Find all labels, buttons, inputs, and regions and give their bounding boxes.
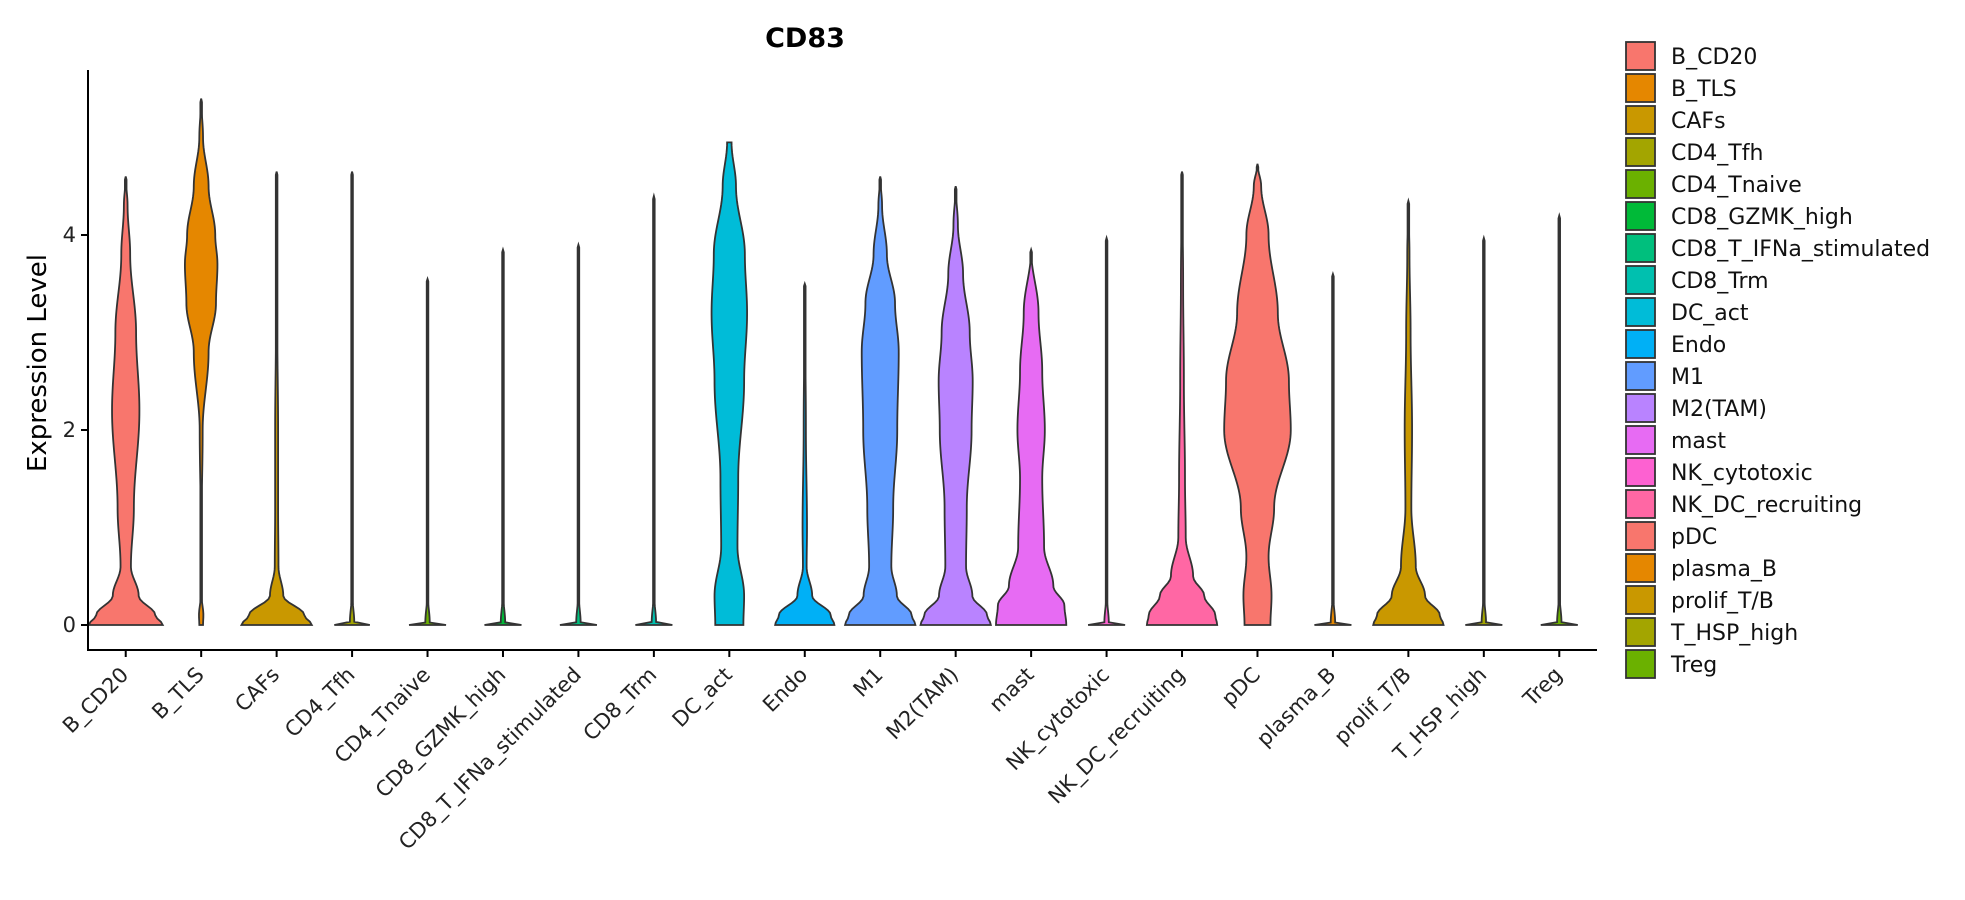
y-tick-label: 2 [63, 418, 76, 442]
legend-swatch [1625, 521, 1656, 551]
legend-swatch [1625, 169, 1656, 199]
x-tick-label: CAFs [230, 663, 284, 717]
legend-label: NK_cytotoxic [1671, 461, 1813, 486]
violin-T_HSP_high [1465, 234, 1503, 626]
legend-label: NK_DC_recruiting [1671, 493, 1862, 518]
legend-swatch [1625, 265, 1656, 295]
y-tick-label: 0 [63, 613, 76, 637]
x-tick-label: M1 [849, 663, 888, 702]
legend-swatch [1625, 233, 1656, 263]
violin-B_CD20 [87, 176, 165, 626]
violin-mast [995, 246, 1068, 626]
legend-swatch [1625, 41, 1656, 71]
legend: B_CD20 B_TLS CAFs CD4_Tfh CD4_Tnaive CD8_GZMK… [1625, 41, 1930, 679]
violin-M1 [843, 176, 917, 626]
violin-plasma_B [1314, 271, 1352, 626]
legend-swatch [1625, 137, 1656, 167]
x-tick-label: CD8_GZMK_high [371, 663, 511, 803]
violin-M2(TAM) [919, 186, 993, 626]
legend-swatch [1625, 297, 1656, 327]
x-tick-label: Treg [1518, 663, 1567, 712]
violin-Endo [774, 280, 836, 626]
legend-swatch [1625, 617, 1656, 647]
violin-CD4_Tnaive [408, 275, 447, 626]
violin-CD8_Trm [635, 192, 673, 626]
x-tick-label: B_CD20 [58, 663, 134, 739]
x-tick-label: Endo [758, 663, 812, 717]
violin-DC_act [710, 141, 748, 626]
violin-B_TLS [183, 98, 219, 626]
y-ticks: 0 2 4 [63, 223, 88, 637]
legend-label: pDC [1671, 525, 1717, 550]
legend-label: mast [1671, 429, 1726, 454]
violin-CD4_Tfh [334, 171, 371, 626]
legend-swatch [1625, 329, 1656, 359]
legend-label: CD8_T_IFNa_stimulated [1671, 237, 1930, 262]
legend-label: prolif_T/B [1671, 589, 1774, 614]
x-tick-label: CD4_Tfh [280, 663, 360, 743]
legend-label: B_TLS [1671, 77, 1737, 102]
violin-NK_DC_recruiting [1145, 171, 1219, 626]
x-tick-label: plasma_B [1252, 663, 1341, 752]
legend-swatch [1625, 73, 1656, 103]
legend-swatch [1625, 425, 1656, 455]
x-tick-label: mast [985, 663, 1039, 717]
legend-label: M1 [1671, 365, 1704, 390]
chart-title: CD83 [765, 23, 845, 54]
legend-label: Treg [1670, 653, 1717, 678]
violin-CD8_GZMK_high [484, 246, 522, 626]
legend-label: Endo [1671, 333, 1726, 358]
x-tick-label: DC_act [668, 663, 738, 733]
x-tick-label: NK_DC_recruiting [1044, 663, 1191, 810]
legend-swatch [1625, 393, 1656, 423]
legend-label: CAFs [1671, 109, 1726, 134]
violin-layer [87, 98, 1578, 626]
legend-swatch [1625, 457, 1656, 487]
axes [87, 70, 1597, 651]
legend-label: CD8_GZMK_high [1671, 205, 1853, 230]
legend-swatch [1625, 649, 1656, 679]
violin-pDC [1223, 163, 1292, 626]
legend-label: plasma_B [1671, 557, 1777, 582]
violin-NK_cytotoxic [1087, 234, 1126, 626]
y-axis-label: Expression Level [23, 254, 53, 472]
legend-swatch [1625, 105, 1656, 135]
x-tick-label: pDC [1217, 663, 1265, 711]
x-tick-label: B_TLS [147, 663, 209, 725]
legend-label: CD4_Tfh [1671, 141, 1763, 166]
x-ticks: B_CD20 B_TLS CAFsCD4_TfhCD4_TnaiveCD8_GZMK… [58, 650, 1567, 855]
legend-swatch [1625, 585, 1656, 615]
legend-swatch [1625, 553, 1656, 583]
violin-CD8_T_IFNa_stimulated [559, 241, 598, 626]
legend-label: M2(TAM) [1671, 397, 1767, 422]
violin-Treg [1540, 212, 1578, 626]
y-tick-label: 4 [63, 223, 76, 247]
violin-CAFs [239, 171, 314, 626]
legend-swatch [1625, 201, 1656, 231]
legend-swatch [1625, 361, 1656, 391]
legend-label: DC_act [1671, 301, 1749, 326]
legend-swatch [1625, 489, 1656, 519]
legend-label: B_CD20 [1671, 45, 1757, 70]
x-tick-label: M2(TAM) [882, 663, 964, 745]
violin-prolif_T/B [1372, 197, 1445, 626]
legend-label: CD4_Tnaive [1671, 173, 1802, 198]
legend-label: CD8_Trm [1671, 269, 1769, 294]
legend-label: T_HSP_high [1670, 621, 1798, 646]
x-tick-label: CD8_Trm [579, 663, 663, 747]
